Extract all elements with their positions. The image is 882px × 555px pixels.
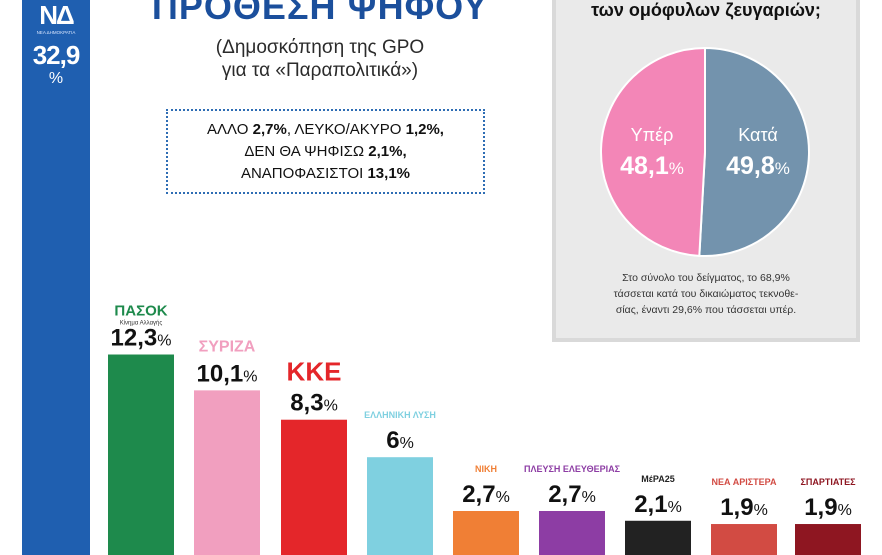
bar-9: [795, 524, 861, 555]
pie-label-kata: Κατά: [738, 125, 777, 145]
chart-subtitle-line1: (Δημοσκόπηση της GPO: [215, 37, 425, 58]
chart-subtitle-line2: για τα «Παραπολιτικά»): [221, 60, 419, 81]
bar-7: [625, 520, 691, 555]
pie-value-yper: 48,1%: [620, 152, 684, 180]
bar-5: [453, 510, 519, 555]
value-label-nd: 32,9: [32, 40, 81, 70]
chart-title: ΠΡΟΘΕΣΗ ΨΗΦΟΥ: [151, 0, 489, 27]
other-results-box: [166, 109, 485, 194]
value-label-4: 6%: [386, 427, 414, 454]
unit-label-nd: %: [48, 70, 64, 87]
pie-slice-yper: [600, 46, 706, 257]
party-logo-4: ΕΛΛΗΝΙΚΗ ΛΥΣΗ: [364, 410, 436, 420]
bar-3: [281, 419, 347, 555]
party-logo-6: ΠΛΕΥΣΗ ΕΛΕΥΘΕΡΙΑΣ: [524, 464, 621, 474]
panel-note: Στο σύνολο του δείγματος, το 68,9% τάσσε…: [613, 272, 799, 316]
value-label-6: 2,7%: [548, 481, 596, 508]
bar-nd: [22, 0, 90, 555]
pie-slice-kata: [698, 46, 810, 257]
party-logo-7: ΜέΡΑ25: [641, 474, 674, 484]
pie-value-kata: 49,8%: [726, 152, 790, 180]
value-label-9: 1,9%: [804, 494, 852, 521]
value-label-5: 2,7%: [462, 481, 510, 508]
party-logo-5: ΝΙΚΗ: [475, 464, 497, 474]
nd-logo: ΝΔ: [39, 0, 74, 30]
value-label-8: 1,9%: [720, 494, 768, 521]
party-logo-3: ΚΚΕ: [287, 357, 342, 387]
bar-1: [108, 354, 174, 555]
party-logo-2: ΣΥΡΙΖΑ: [199, 338, 256, 355]
info-line-3: ΑΝΑΠΟΦΑΣΙΣΤΟΙ 13,1%: [240, 165, 411, 182]
info-line-1: ΑΛΛΟ 2,7%, ΛΕΥΚΟ/ΑΚΥΡΟ 1,2%,: [207, 121, 444, 138]
value-label-3: 8,3%: [290, 390, 338, 417]
value-label-2: 10,1%: [197, 360, 258, 387]
bar-6: [539, 510, 605, 555]
party-logo-1: ΠΑΣΟΚ: [114, 303, 167, 320]
party-logo-8: ΝΕΑ ΑΡΙΣΤΕΡΑ: [712, 477, 777, 487]
info-line-2: ΔΕΝ ΘΑ ΨΗΦΙΣΩ 2,1%,: [244, 143, 407, 160]
value-label-7: 2,1%: [634, 491, 682, 518]
pie-label-yper: Υπέρ: [631, 125, 674, 145]
value-label-1: 12,3%: [111, 325, 172, 352]
nd-logo-subtext: ΝΕΑ ΔΗΜΟΚΡΑΤΙΑ: [36, 30, 76, 35]
bar-8: [711, 524, 777, 555]
bar-4: [367, 457, 433, 555]
party-logo-subtext-1: Κίνημα Αλλαγής: [120, 320, 163, 327]
party-logo-9: ΣΠΑΡΤΙΑΤΕΣ: [800, 477, 856, 487]
panel-question: των ομόφυλων ζευγαριών;: [591, 0, 821, 20]
bar-2: [194, 390, 260, 555]
